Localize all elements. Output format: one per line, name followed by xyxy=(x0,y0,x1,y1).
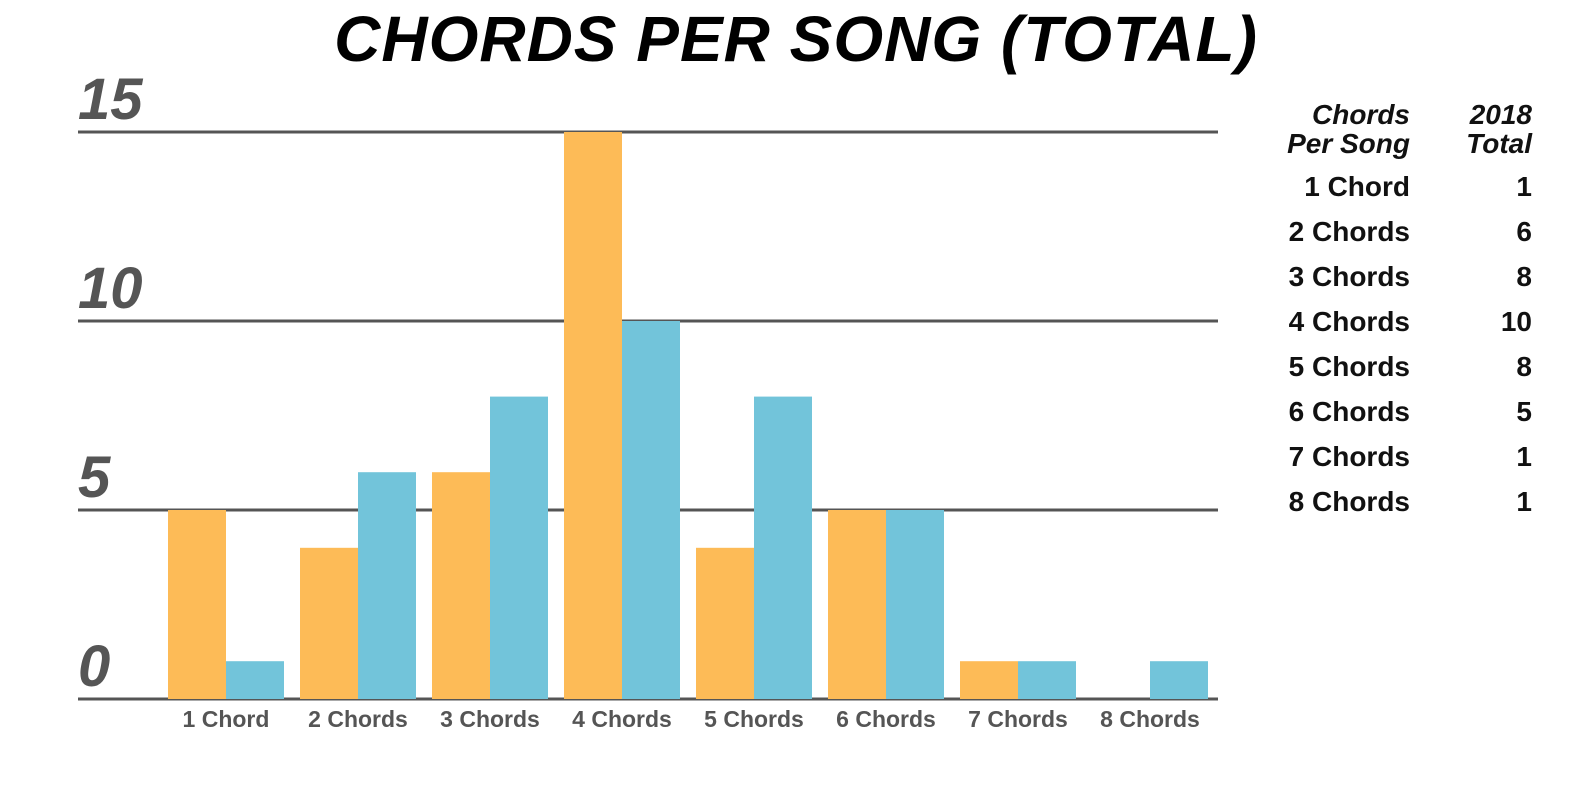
table-header-chords: Chords Per Song xyxy=(1287,99,1410,159)
bar-series-2 xyxy=(358,472,416,699)
y-tick-label: 0 xyxy=(78,634,110,699)
table-row: 5 Chords 8 xyxy=(1262,344,1532,389)
table-cell-value: 8 xyxy=(1516,350,1532,382)
table-cell-label: 7 Chords xyxy=(1288,440,1410,472)
bar-series-1 xyxy=(432,472,490,699)
table-row: 4 Chords 10 xyxy=(1262,299,1532,344)
chords-per-song-table: Chords Per Song 2018 Total 1 Chord 1 2 Ch… xyxy=(1262,100,1532,524)
x-tick-label: 3 Chords xyxy=(440,706,540,732)
bar-series-1 xyxy=(300,547,358,699)
table-row: 1 Chord 1 xyxy=(1262,164,1532,209)
table-row: 2 Chords 6 xyxy=(1262,209,1532,254)
x-tick-label: 1 Chord xyxy=(183,706,270,732)
table-cell-label: 1 Chord xyxy=(1304,170,1410,202)
y-tick-label: 15 xyxy=(78,67,143,132)
bar-series-2 xyxy=(622,321,680,699)
table-cell-value: 10 xyxy=(1500,305,1532,337)
table-cell-value: 1 xyxy=(1516,170,1532,202)
table-cell-value: 5 xyxy=(1516,395,1532,427)
table-row: 8 Chords 1 xyxy=(1262,479,1532,524)
x-tick-label: 8 Chords xyxy=(1100,706,1200,732)
bar-series-2 xyxy=(1150,661,1208,699)
x-tick-label: 4 Chords xyxy=(572,706,672,732)
table-row: 6 Chords 5 xyxy=(1262,389,1532,434)
bar-series-2 xyxy=(754,396,812,699)
table-header-total: 2018 Total xyxy=(1466,99,1532,159)
table-cell-label: 6 Chords xyxy=(1288,395,1410,427)
x-tick-label: 6 Chords xyxy=(836,706,936,732)
table-row: 3 Chords 8 xyxy=(1262,254,1532,299)
bar-series-2 xyxy=(490,396,548,699)
x-tick-label: 7 Chords xyxy=(968,706,1068,732)
bar-series-2 xyxy=(226,661,284,699)
table-row: 7 Chords 1 xyxy=(1262,434,1532,479)
bar-series-1 xyxy=(828,510,886,699)
table-cell-value: 8 xyxy=(1516,260,1532,292)
y-tick-label: 5 xyxy=(78,445,111,510)
chart-title: CHORDS PER SONG (TOTAL) xyxy=(334,3,1258,75)
table-header-row: Chords Per Song 2018 Total xyxy=(1262,100,1532,164)
bar-series-1 xyxy=(168,510,226,699)
bar-series-2 xyxy=(886,510,944,699)
table-cell-label: 4 Chords xyxy=(1288,305,1410,337)
bar-series-1 xyxy=(960,661,1018,699)
x-tick-label: 2 Chords xyxy=(308,706,408,732)
bar-series-2 xyxy=(1018,661,1076,699)
table-cell-label: 2 Chords xyxy=(1288,215,1410,247)
bar-series-1 xyxy=(564,132,622,699)
y-tick-label: 10 xyxy=(78,256,143,321)
table-cell-value: 6 xyxy=(1516,215,1532,247)
table-cell-label: 3 Chords xyxy=(1288,260,1410,292)
table-cell-label: 5 Chords xyxy=(1288,350,1410,382)
x-tick-label: 5 Chords xyxy=(704,706,804,732)
table-cell-label: 8 Chords xyxy=(1288,485,1410,517)
table-cell-value: 1 xyxy=(1516,440,1532,472)
table-cell-value: 1 xyxy=(1516,485,1532,517)
bar-series-1 xyxy=(696,547,754,699)
